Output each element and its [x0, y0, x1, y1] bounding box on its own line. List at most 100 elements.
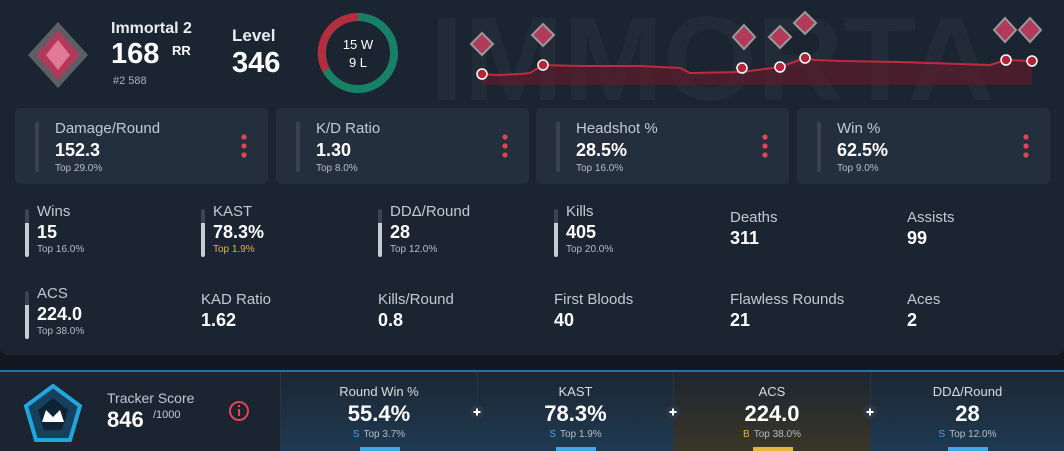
stat-value: 40 — [554, 310, 575, 330]
stat-rank: Top 8.0% — [316, 163, 358, 174]
summary-value: 224.0 — [744, 401, 800, 426]
summary-label: DDΔ/Round — [932, 384, 1003, 399]
tracker-label: Tracker Score — [107, 390, 195, 406]
summary-label: Round Win % — [339, 384, 419, 399]
stat-bar — [25, 209, 29, 257]
stat-card: Damage/Round 152.3 Top 29.0% — [15, 108, 268, 184]
add-button[interactable] — [666, 405, 680, 419]
summary-value: 55.4% — [347, 401, 411, 426]
summary-bar — [556, 447, 596, 451]
summary-label: KAST — [558, 384, 593, 399]
summary-label: ACS — [758, 384, 786, 399]
stat-label: Assists — [907, 209, 955, 226]
stat-label: Kills — [566, 203, 594, 220]
background-watermark: IMMORTA — [430, 0, 994, 105]
level-value: 346 — [232, 47, 281, 79]
tracker-max: /1000 — [153, 409, 181, 421]
stat-label: Headshot % — [576, 120, 658, 137]
stat-bar — [201, 209, 205, 257]
summary-grade: B — [743, 429, 750, 440]
stat-value: 1.30 — [316, 140, 352, 160]
stat-rank: Top 16.0% — [576, 163, 624, 174]
stat-rank: Top 1.9% — [213, 244, 255, 255]
summary-grade: S — [938, 429, 946, 440]
add-button[interactable] — [863, 405, 877, 419]
header-graphics: IMMORTA — [28, 0, 1043, 105]
stat-value: 311 — [730, 228, 760, 248]
summary-card: Round Win % 55.4% S Top 3.7% — [280, 372, 477, 451]
stat-label: DDΔ/Round — [390, 203, 471, 220]
summary-rank-row: S Top 1.9% — [478, 429, 673, 440]
stat-rank: Top 16.0% — [37, 244, 85, 255]
stat-value: 21 — [730, 310, 751, 330]
stat-label: Kills/Round — [378, 291, 454, 308]
stat-value: 405 — [566, 222, 597, 242]
more-menu[interactable] — [762, 134, 768, 158]
summary-rank-row: B Top 38.0% — [674, 429, 870, 440]
rating-sparkline — [469, 10, 1043, 85]
stat-card: Win % 62.5% Top 9.0% — [797, 108, 1050, 184]
stat-label: Damage/Round — [55, 120, 161, 137]
losses: 9 L — [348, 55, 368, 70]
stat-value: 78.3% — [213, 222, 265, 242]
summary-value: 28 — [955, 401, 980, 426]
tracker-icon — [23, 384, 83, 442]
summary-rank: Top 1.9% — [559, 429, 602, 440]
summary-card: KAST 78.3% S Top 1.9% — [477, 372, 673, 451]
info-button[interactable] — [228, 400, 250, 422]
summary-grade: S — [549, 429, 556, 440]
rank-name: Immortal 2 — [111, 20, 192, 37]
stat-rank: Top 29.0% — [55, 163, 103, 174]
stat-bar — [296, 122, 300, 172]
stat-bar — [25, 291, 29, 339]
stat-rank: Top 20.0% — [566, 244, 614, 255]
summary-rank-row: S Top 3.7% — [281, 429, 477, 440]
summary-rank: Top 38.0% — [753, 429, 801, 440]
summary-rank: Top 3.7% — [363, 429, 406, 440]
stat-label: ACS — [37, 285, 68, 302]
summary-rank: Top 12.0% — [949, 429, 997, 440]
stat-rank: Top 9.0% — [837, 163, 879, 174]
stat-label: K/D Ratio — [316, 120, 381, 137]
tracker-score: Tracker Score 846 /1000 — [0, 372, 280, 451]
stat-label: Aces — [907, 291, 941, 308]
overview-panel: IMMORTA Immortal 2 168 RR #2 — [0, 0, 1064, 355]
stat-value: 152.3 — [55, 140, 101, 160]
stat-card: K/D Ratio 1.30 Top 8.0% — [276, 108, 529, 184]
more-menu[interactable] — [1023, 134, 1029, 158]
summary-bar — [948, 447, 988, 451]
tracker-value: 846 — [107, 407, 144, 432]
summary-bar — [359, 447, 400, 451]
level-label: Level — [232, 26, 276, 45]
stat-rank: Top 12.0% — [390, 244, 438, 255]
add-button[interactable] — [470, 405, 484, 419]
stat-value: 2 — [907, 310, 918, 330]
stat-label: KAD Ratio — [201, 291, 272, 308]
stat-value: 28.5% — [576, 140, 628, 160]
more-menu[interactable] — [241, 134, 247, 158]
divider — [0, 370, 1064, 372]
stat-label: Deaths — [730, 209, 778, 226]
stat-label: Wins — [37, 203, 71, 220]
stat-bar — [554, 209, 558, 257]
stat-value: 62.5% — [837, 140, 889, 160]
stat-rank: Top 38.0% — [37, 326, 85, 337]
stat-value: 224.0 — [37, 304, 83, 324]
summary-card: DDΔ/Round 28 S Top 12.0% — [870, 372, 1064, 451]
stat-bar — [556, 122, 560, 172]
more-menu[interactable] — [502, 134, 508, 158]
summary-bar — [752, 447, 793, 451]
summary-card: ACS 224.0 B Top 38.0% — [673, 372, 870, 451]
rank-rating-unit: RR — [172, 43, 191, 58]
stat-card: Headshot % 28.5% Top 16.0% — [536, 108, 789, 184]
rank-position: #2 588 — [113, 75, 147, 87]
rank-rating: 168 — [111, 38, 160, 70]
stat-bar — [378, 209, 382, 257]
wins: 15 W — [342, 37, 374, 52]
summary-value: 78.3% — [544, 401, 607, 426]
stat-value: 0.8 — [378, 310, 404, 330]
stat-value: 15 — [37, 222, 58, 242]
stat-label: KAST — [213, 203, 253, 220]
stat-bar — [35, 122, 39, 172]
